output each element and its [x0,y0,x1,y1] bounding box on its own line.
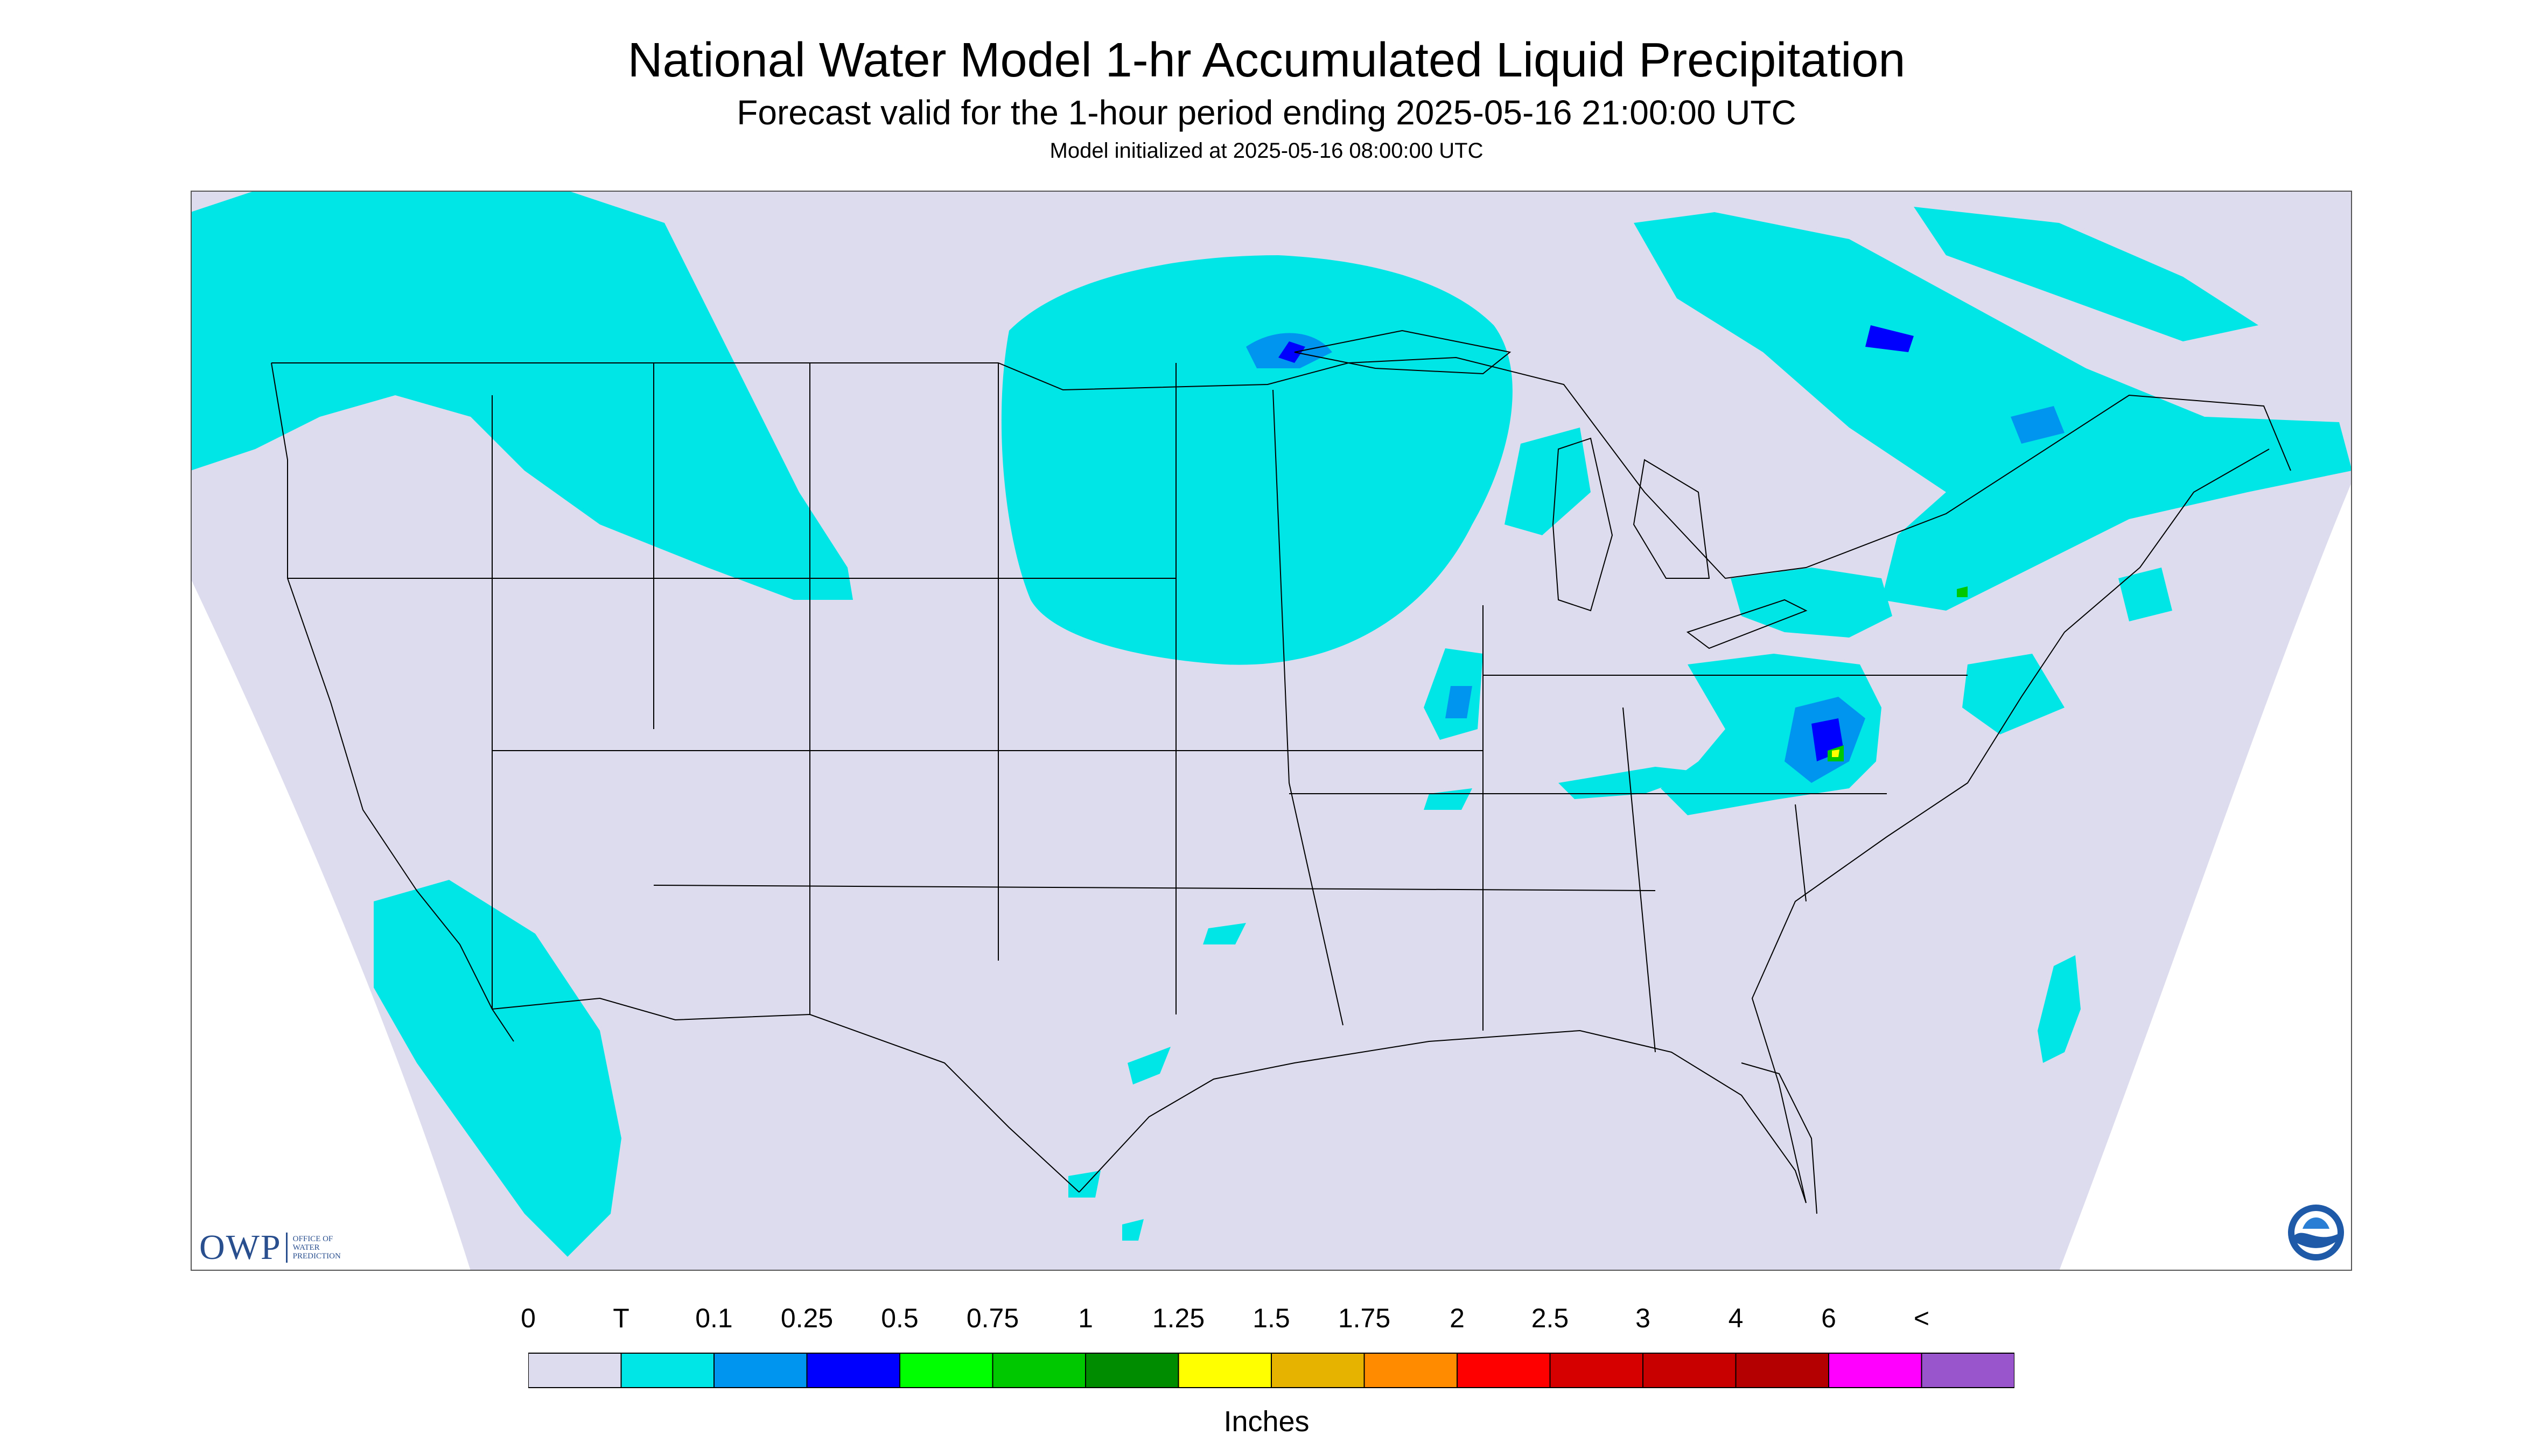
precip-pacific-southwest [374,880,621,1257]
legend-swatch [1921,1353,2014,1388]
forecast-valid-time: Forecast valid for the 1-hour period end… [737,93,1796,132]
legend-swatch [806,1353,900,1388]
legend-swatch [1457,1353,1551,1388]
precip-lake-michigan [1505,428,1591,535]
legend-label: 1.25 [1152,1303,1205,1333]
precip-mod-lake-superior [1278,341,1305,363]
legend-swatch [899,1353,993,1388]
precip-light-illinois [1445,686,1472,718]
legend-label: 4 [1728,1303,1744,1333]
florida [1741,1062,1817,1214]
legend-label: 1.75 [1338,1303,1391,1333]
canada-border [271,356,2291,579]
precip-kentucky-band [1558,767,1704,799]
owp-logo: OWP OFFICE OF WATER PREDICTION [199,1229,352,1266]
precip-atlantic-northeast [2118,568,2172,621]
legend-color-bar [528,1353,2014,1388]
precip-heavy-pennsylvania [1957,586,1968,597]
lake-erie-outline [1686,599,1808,649]
precip-mod-canada [1865,325,1914,352]
legend-label: 3 [1635,1303,1650,1333]
state-line-horizontal [288,578,1968,891]
state-line-central [1272,389,1807,1053]
legend-swatch [713,1353,808,1388]
precip-light-canada [2011,406,2065,444]
legend-label: 0.1 [695,1303,733,1333]
legend-label: 1 [1078,1303,1093,1333]
legend-swatch [1271,1353,1365,1388]
domain-mask-left [191,578,471,1271]
legend-swatch [1085,1353,1179,1388]
precip-yucatan-spot [1122,1219,1144,1241]
precip-pennsylvania [1731,568,1892,638]
legend-label: < [1913,1303,1930,1333]
lake-michigan-outline [1552,437,1613,612]
owp-logo-text: OFFICE OF WATER PREDICTION [292,1235,341,1261]
us-west-coast [271,362,514,1042]
precip-upper-midwest [1001,255,1513,665]
map-frame [191,191,2352,1271]
owp-logo-divider [285,1233,288,1263]
precip-gulf-mexico-spot [1128,1047,1171,1084]
precip-oklahoma-spot [1203,923,1246,944]
legend-label: 0.5 [881,1303,919,1333]
legend-swatch [1363,1353,1458,1388]
precip-northeast-canada [1914,207,2258,341]
lake-huron-outline [1633,459,1710,579]
noaa-logo-icon [2288,1205,2344,1261]
legend-label: 1.5 [1252,1303,1290,1333]
legend-swatch [1642,1353,1737,1388]
legend-label: 0.25 [780,1303,834,1333]
legend-swatch [992,1353,1086,1388]
east-coast [1751,449,2270,1203]
precip-eastern-canada [1634,212,2352,611]
legend-label: 2 [1450,1303,1465,1333]
precip-extreme-areas [1832,750,1839,757]
map-boundaries [271,330,2291,1214]
legend-label: 0 [521,1303,536,1333]
legend-swatch [1549,1353,1643,1388]
legend-swatch [1828,1353,1922,1388]
legend-label: 2.5 [1531,1303,1569,1333]
legend-swatch [528,1353,622,1388]
legend-swatch [620,1353,715,1388]
precip-new-jersey [1962,654,2065,734]
legend-units: Inches [1223,1405,1310,1438]
lake-superior-outline [1294,330,1512,375]
gulf-coast [1079,1030,1807,1203]
legend-swatch [1735,1353,1829,1388]
precip-trace-areas [191,191,2352,1257]
precip-mid-atlantic [1661,654,1881,815]
legend-swatch [1178,1353,1272,1388]
domain-mask-right [2059,481,2352,1271]
legend-label: 0.75 [966,1303,1019,1333]
precipitation-map [191,191,2352,1271]
map-title: National Water Model 1-hr Accumulated Li… [627,33,1906,87]
legend-label: T [613,1303,629,1333]
precip-pacific-northwest [191,191,853,600]
precip-atlantic-offshore [2038,955,2081,1063]
model-init-time: Model initialized at 2025-05-16 08:00:00… [1049,139,1484,163]
owp-logo-icon: OWP [199,1228,282,1267]
state-line-rockies [492,363,1177,1014]
legend-label: 6 [1821,1303,1836,1333]
precip-extreme-virginia [1832,750,1839,757]
